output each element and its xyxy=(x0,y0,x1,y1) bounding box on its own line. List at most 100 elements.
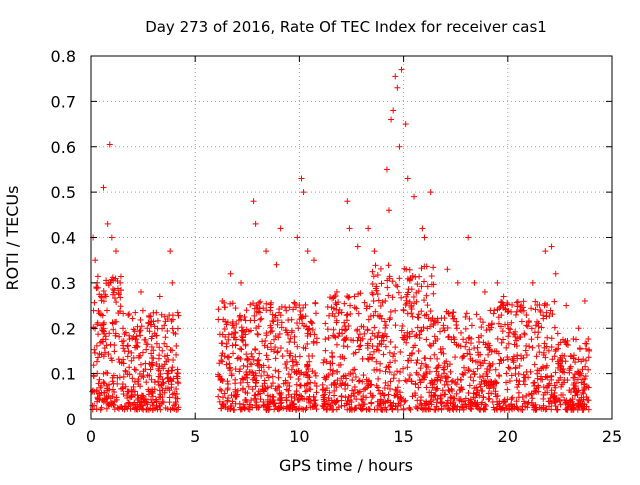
data-point xyxy=(423,370,430,377)
data-point xyxy=(338,393,345,400)
data-point xyxy=(294,343,301,350)
data-point xyxy=(430,322,437,329)
data-point xyxy=(219,340,226,347)
data-point xyxy=(466,382,473,389)
data-point xyxy=(288,316,295,323)
data-point xyxy=(423,384,430,391)
data-point xyxy=(137,332,144,339)
data-point xyxy=(570,374,577,381)
data-point xyxy=(220,402,227,409)
data-point xyxy=(262,337,269,344)
data-point xyxy=(471,370,478,377)
data-point xyxy=(322,347,329,354)
data-point xyxy=(397,369,404,376)
data-point xyxy=(306,399,313,406)
data-point xyxy=(345,393,352,400)
data-point xyxy=(228,371,235,378)
data-point xyxy=(506,377,513,384)
data-point xyxy=(109,386,116,393)
data-point xyxy=(229,398,236,405)
data-point xyxy=(556,397,563,404)
data-point xyxy=(464,350,471,357)
data-point xyxy=(302,301,309,308)
data-point xyxy=(417,379,424,386)
data-point xyxy=(358,405,365,412)
data-point xyxy=(428,273,435,280)
data-point xyxy=(494,279,501,286)
data-point xyxy=(230,406,237,413)
data-point xyxy=(243,351,250,358)
data-point xyxy=(477,383,484,390)
data-point xyxy=(392,403,399,410)
data-point xyxy=(312,300,319,307)
data-point xyxy=(327,366,334,373)
data-point xyxy=(242,342,249,349)
data-point xyxy=(165,368,172,375)
data-point xyxy=(121,331,128,338)
data-point xyxy=(243,396,250,403)
data-point xyxy=(361,299,368,306)
data-point xyxy=(380,351,387,358)
data-point xyxy=(418,308,425,315)
data-point xyxy=(486,363,493,370)
data-point xyxy=(237,312,244,319)
data-point xyxy=(355,378,362,385)
data-point xyxy=(395,289,402,296)
data-point xyxy=(105,393,112,400)
data-point xyxy=(272,355,279,362)
data-point xyxy=(438,373,445,380)
data-point xyxy=(406,266,413,273)
data-point xyxy=(434,364,441,371)
data-point xyxy=(215,371,222,378)
data-point xyxy=(269,373,276,380)
data-point xyxy=(274,317,281,324)
data-point xyxy=(558,363,565,370)
data-point xyxy=(353,327,360,334)
data-point xyxy=(581,401,588,408)
data-point xyxy=(264,344,271,351)
data-point xyxy=(282,379,289,386)
data-point xyxy=(255,331,262,338)
data-point xyxy=(389,278,396,285)
data-point xyxy=(117,303,124,310)
data-point xyxy=(95,354,102,361)
data-point xyxy=(356,331,363,338)
data-point xyxy=(334,397,341,404)
data-point xyxy=(398,66,405,73)
data-point xyxy=(94,319,101,326)
data-point xyxy=(260,402,267,409)
data-point xyxy=(233,336,240,343)
data-point xyxy=(119,325,126,332)
data-point xyxy=(490,310,497,317)
data-point xyxy=(162,385,169,392)
data-point xyxy=(496,360,503,367)
data-point xyxy=(137,361,144,368)
data-point xyxy=(533,385,540,392)
data-point xyxy=(504,386,511,393)
data-point xyxy=(494,335,501,342)
data-point xyxy=(245,383,252,390)
data-point xyxy=(126,332,133,339)
data-point xyxy=(406,330,413,337)
data-point xyxy=(309,368,316,375)
data-point xyxy=(496,373,503,380)
data-point xyxy=(310,338,317,345)
data-point xyxy=(371,366,378,373)
data-point xyxy=(409,393,416,400)
data-point xyxy=(333,398,340,405)
data-point xyxy=(494,392,501,399)
data-point xyxy=(433,368,440,375)
data-point xyxy=(539,363,546,370)
data-point xyxy=(369,289,376,296)
data-point xyxy=(554,406,561,413)
data-point xyxy=(145,386,152,393)
data-point xyxy=(90,307,97,314)
data-point xyxy=(562,337,569,344)
data-point xyxy=(144,325,151,332)
data-point xyxy=(127,405,134,412)
data-point xyxy=(515,370,522,377)
data-point xyxy=(577,370,584,377)
data-point xyxy=(531,329,538,336)
data-point xyxy=(257,316,264,323)
data-point xyxy=(158,363,165,370)
